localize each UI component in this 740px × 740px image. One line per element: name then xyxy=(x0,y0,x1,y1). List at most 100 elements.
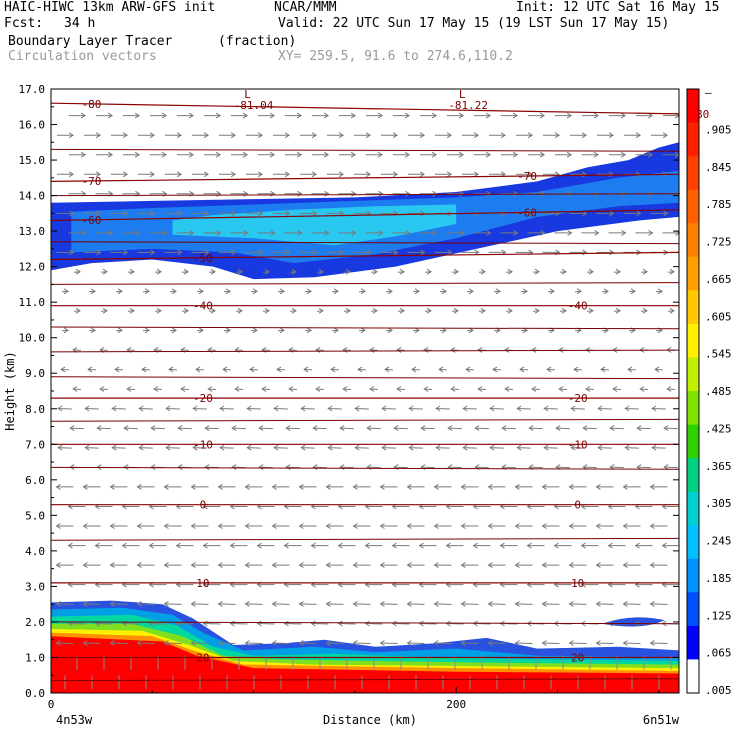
wind-arrowhead xyxy=(80,112,87,119)
wind-arrowhead xyxy=(595,483,601,490)
colorbar-swatch xyxy=(687,424,699,459)
wind-arrowhead xyxy=(654,366,660,373)
wind-vector xyxy=(529,466,543,469)
wind-arrowhead xyxy=(414,288,420,295)
wind-arrowhead xyxy=(258,210,264,217)
wind-arrowhead xyxy=(333,288,339,295)
wind-arrowhead xyxy=(662,132,669,139)
wind-arrowhead xyxy=(468,288,474,295)
colorbar: – .905 .845 .785 .725 .665 .605 .545 .485 .425 .36… xyxy=(686,86,732,697)
wind-vector xyxy=(166,408,180,410)
wind-vector xyxy=(311,623,329,625)
wind-vector xyxy=(56,642,74,644)
wind-arrowhead xyxy=(60,366,66,373)
wind-vector xyxy=(115,368,123,371)
wind-vector xyxy=(289,349,297,351)
wind-arrowhead xyxy=(504,386,510,392)
wind-vector xyxy=(623,642,641,644)
wind-vector xyxy=(446,623,464,625)
wind-arrowhead xyxy=(648,229,654,236)
wind-arrowhead xyxy=(325,483,331,490)
wind-arrowhead xyxy=(607,542,613,549)
wind-vector xyxy=(245,603,263,605)
wind-arrowhead xyxy=(271,483,277,490)
wind-vector xyxy=(313,466,327,469)
wind-arrowhead xyxy=(192,444,198,451)
wind-arrowhead xyxy=(499,542,505,549)
wind-arrowhead xyxy=(192,405,198,412)
isotherm-label: -70 xyxy=(82,175,102,188)
wind-vector xyxy=(100,349,108,351)
wind-arrowhead xyxy=(126,386,132,392)
isotherm-label: -80 xyxy=(82,98,102,111)
wind-arrowhead xyxy=(360,327,366,334)
wind-vector xyxy=(424,388,432,390)
wind-arrowhead xyxy=(204,464,210,471)
colorbar-label: .245 xyxy=(705,535,732,548)
wind-arrowhead xyxy=(405,190,411,197)
colorbar-swatch xyxy=(687,189,699,224)
wind-arrowhead xyxy=(285,425,291,432)
wind-arrowhead xyxy=(136,483,142,490)
colorbar-swatch xyxy=(687,592,699,627)
y-tick-label: 13.0 xyxy=(19,225,46,238)
wind-vector xyxy=(61,368,69,371)
wind-vector xyxy=(247,447,261,449)
wind-arrowhead xyxy=(649,640,655,646)
wind-arrowhead xyxy=(647,151,654,158)
wind-arrowhead xyxy=(219,405,225,412)
wind-arrowhead xyxy=(202,542,208,549)
colorbar-swatch xyxy=(687,625,699,660)
isotherm-line-minor xyxy=(50,241,680,245)
wind-arrowhead xyxy=(568,640,574,646)
wind-arrowhead xyxy=(90,327,96,334)
wind-arrowhead xyxy=(306,327,312,334)
wind-arrowhead xyxy=(122,132,129,139)
wind-arrowhead xyxy=(229,620,235,627)
wind-arrowhead xyxy=(507,307,513,314)
isotherm-line-minor xyxy=(50,466,680,470)
wind-arrowhead xyxy=(486,190,492,197)
fcst-value: 34 h xyxy=(64,16,96,31)
wind-arrowhead xyxy=(207,386,213,392)
isotherm-label: -20 xyxy=(193,392,213,405)
wind-vector xyxy=(436,447,450,449)
wind-arrowhead xyxy=(273,405,279,412)
wind-arrowhead xyxy=(418,620,424,627)
wind-vector xyxy=(448,466,462,469)
wind-arrowhead xyxy=(72,386,78,392)
wind-arrowhead xyxy=(216,229,222,236)
wind-vector xyxy=(245,642,263,644)
wind-vector xyxy=(544,408,558,410)
wind-arrowhead xyxy=(420,425,426,432)
wind-arrowhead xyxy=(514,640,520,646)
wind-arrowhead xyxy=(516,444,522,451)
wind-vector xyxy=(218,603,236,605)
wind-arrowhead xyxy=(215,151,222,158)
wind-vector xyxy=(637,427,651,430)
wind-arrowhead xyxy=(526,542,532,549)
wind-arrowhead xyxy=(642,307,648,314)
wind-arrowhead xyxy=(225,288,231,295)
wind-arrowhead xyxy=(446,132,453,139)
colorbar-label: .785 xyxy=(705,198,732,211)
wind-arrowhead xyxy=(500,132,507,139)
wind-arrowhead xyxy=(447,249,453,256)
wind-arrowhead xyxy=(379,640,385,646)
wind-arrowhead xyxy=(447,425,453,432)
wind-arrowhead xyxy=(204,210,210,217)
wind-arrowhead xyxy=(514,562,520,569)
colorbar-label: .485 xyxy=(705,385,732,398)
wind-arrowhead xyxy=(82,523,88,529)
wind-arrowhead xyxy=(141,366,147,373)
wind-arrowhead xyxy=(310,620,316,627)
wind-arrowhead xyxy=(600,366,606,373)
wind-arrowhead xyxy=(81,229,87,236)
colorbar-label: .065 xyxy=(705,647,732,660)
isotherm-label: -60 xyxy=(82,214,102,227)
wind-vector xyxy=(490,447,504,449)
wind-arrowhead xyxy=(257,171,264,178)
x-tick-label: 200 xyxy=(446,698,466,711)
wind-arrowhead xyxy=(378,229,384,236)
wind-vector xyxy=(56,603,74,605)
